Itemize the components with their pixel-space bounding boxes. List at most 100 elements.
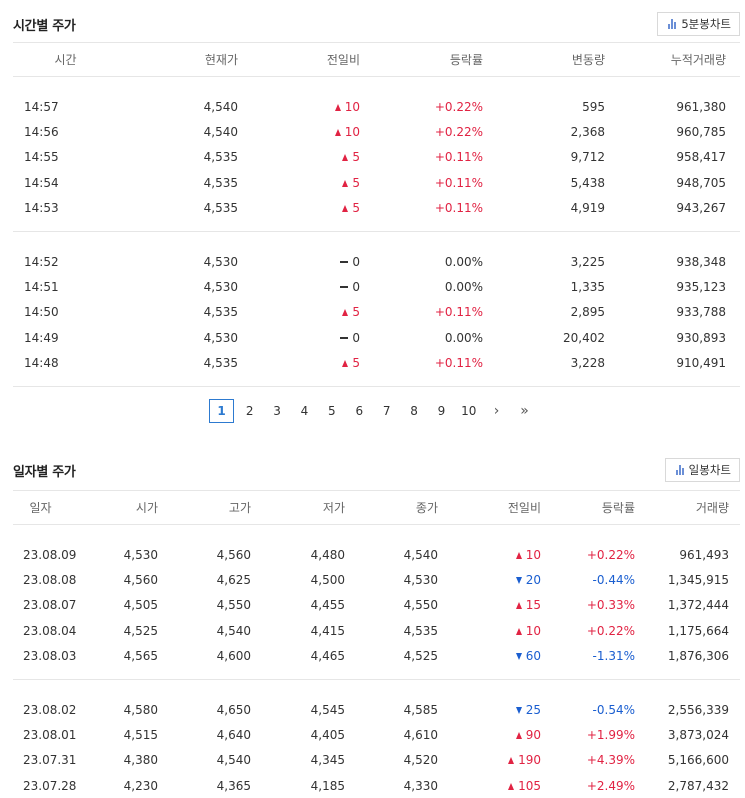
daily-change-cell: 105 (438, 773, 541, 798)
high-cell: 4,540 (216, 623, 251, 638)
up-arrow-icon (515, 602, 522, 610)
time-cell: 14:56 (24, 125, 59, 140)
open-cell: 4,505 (123, 598, 158, 613)
col-header-date: 일자 (13, 490, 68, 525)
high-cell: 4,540 (216, 753, 251, 768)
page-5-link[interactable]: 5 (328, 404, 336, 418)
time-price-header: 시간별 주가 5분봉차트 (13, 9, 740, 39)
date-cell: 23.08.03 (23, 648, 77, 663)
table-row: 14:51 4,530 0 0.00% 1,335 935,123 (13, 275, 740, 300)
rate-cell: +0.11% (434, 200, 483, 215)
price-cell: 4,540 (203, 100, 238, 115)
up-arrow-icon (334, 129, 341, 137)
up-arrow-icon (515, 732, 522, 740)
daily-price-title: 일자별 주가 (13, 464, 76, 480)
daily-price-table: 일자 시가 고가 저가 종가 전일비 등락률 거래량 23.08.09 4,530… (13, 490, 740, 798)
page-7-link[interactable]: 7 (382, 404, 391, 418)
daily-change-cell: 190 (438, 748, 541, 773)
change-cell-value: 0 (352, 255, 360, 270)
daily-change-cell-value: 10 (525, 623, 541, 638)
page-6-link[interactable]: 6 (355, 404, 364, 418)
unchanged-dash-icon (340, 336, 349, 339)
page-3-link[interactable]: 3 (273, 404, 281, 418)
high-cell: 4,550 (216, 598, 251, 613)
col-header-rate: 등락률 (360, 42, 483, 77)
page-8-link[interactable]: 8 (410, 404, 418, 418)
close-cell: 4,520 (403, 753, 438, 768)
time-cell: 14:54 (24, 175, 59, 190)
table-row: 23.08.01 4,515 4,640 4,405 4,610 90 +1.99% 3,87… (13, 723, 740, 748)
open-cell: 4,580 (123, 703, 158, 718)
page-9-link[interactable]: 9 (437, 404, 446, 418)
time-price-table: 시간 현재가 전일비 등락률 변동량 누적거래량 14:57 4,540 10 +0.… (13, 42, 740, 387)
price-cell: 4,535 (203, 305, 238, 320)
high-cell: 4,640 (216, 728, 251, 743)
volume-cell: 2,368 (570, 125, 605, 140)
down-arrow-icon (515, 652, 522, 660)
daily-change-cell: 20 (438, 568, 541, 593)
change-cell: 0 (238, 325, 360, 350)
up-arrow-icon (342, 179, 349, 187)
daily-volume-cell: 2,556,339 (667, 703, 729, 718)
volume-cell: 20,402 (563, 330, 605, 345)
daily-change-cell: 60 (438, 643, 541, 668)
open-cell: 4,515 (123, 728, 158, 743)
volume-cell: 3,228 (570, 355, 605, 370)
low-cell: 4,405 (310, 728, 345, 743)
cum-volume-cell: 958,417 (676, 150, 726, 165)
price-cell: 4,535 (203, 200, 238, 215)
up-arrow-icon (342, 154, 349, 162)
page-10-link[interactable]: 10 (461, 404, 477, 418)
table-row: 23.08.09 4,530 4,560 4,480 4,540 10 +0.22% 961,… (13, 543, 740, 568)
change-cell-value: 5 (352, 355, 360, 370)
daily-change-cell: 25 (438, 697, 541, 722)
open-cell: 4,530 (123, 548, 158, 563)
daily-chart-button[interactable]: 일봉차트 (664, 458, 740, 482)
time-cell: 14:50 (24, 305, 59, 320)
table-row: 14:55 4,535 5 +0.11% 9,712 958,417 (13, 145, 740, 170)
daily-rate-cell: -0.54% (592, 703, 635, 718)
price-cell: 4,535 (203, 175, 238, 190)
daily-rate-cell: +0.22% (586, 623, 635, 638)
col-header-low: 저가 (251, 490, 345, 525)
daily-rate-cell: -1.31% (592, 648, 635, 663)
page-2-link[interactable]: 2 (245, 404, 254, 418)
daily-change-cell-value: 90 (525, 728, 541, 743)
change-cell: 10 (238, 120, 360, 145)
time-cell: 14:51 (24, 280, 59, 295)
up-arrow-icon (342, 204, 349, 212)
page-1-link[interactable]: 1 (209, 399, 234, 423)
up-arrow-icon (508, 757, 515, 765)
daily-volume-cell: 3,873,024 (667, 728, 729, 743)
price-cell: 4,530 (203, 330, 238, 345)
rate-cell: +0.11% (434, 355, 483, 370)
up-arrow-icon (342, 309, 349, 317)
col-header-close: 종가 (345, 490, 438, 525)
five-min-chart-button[interactable]: 5분봉차트 (657, 12, 740, 36)
down-arrow-icon (515, 707, 522, 715)
col-header-high: 고가 (158, 490, 251, 525)
time-table-header-row: 시간 현재가 전일비 등락률 변동량 누적거래량 (13, 42, 740, 77)
daily-volume-cell: 1,345,915 (667, 573, 729, 588)
table-row: 14:50 4,535 5 +0.11% 2,895 933,788 (13, 300, 740, 325)
daily-volume-cell: 1,372,444 (667, 598, 729, 613)
rate-cell: +0.11% (434, 305, 483, 320)
date-cell: 23.07.31 (23, 753, 77, 768)
next-page-icon[interactable]: › (493, 403, 500, 419)
change-cell-value: 10 (344, 125, 360, 140)
volume-cell: 2,895 (570, 305, 605, 320)
low-cell: 4,455 (310, 598, 345, 613)
table-row: 14:57 4,540 10 +0.22% 595 961,380 (13, 95, 740, 120)
daily-change-cell-value: 190 (518, 753, 541, 768)
table-row: 23.08.04 4,525 4,540 4,415 4,535 10 +0.22% 1,17… (13, 618, 740, 643)
page-4-link[interactable]: 4 (300, 404, 309, 418)
price-cell: 4,530 (203, 280, 238, 295)
last-page-icon[interactable]: » (520, 403, 529, 419)
table-row: 14:53 4,535 5 +0.11% 4,919 943,267 (13, 195, 740, 220)
volume-cell: 5,438 (570, 175, 605, 190)
daily-rate-cell: +1.99% (586, 728, 635, 743)
low-cell: 4,185 (310, 778, 345, 793)
low-cell: 4,465 (310, 648, 345, 663)
daily-change-cell: 10 (438, 543, 541, 568)
cum-volume-cell: 930,893 (676, 330, 726, 345)
